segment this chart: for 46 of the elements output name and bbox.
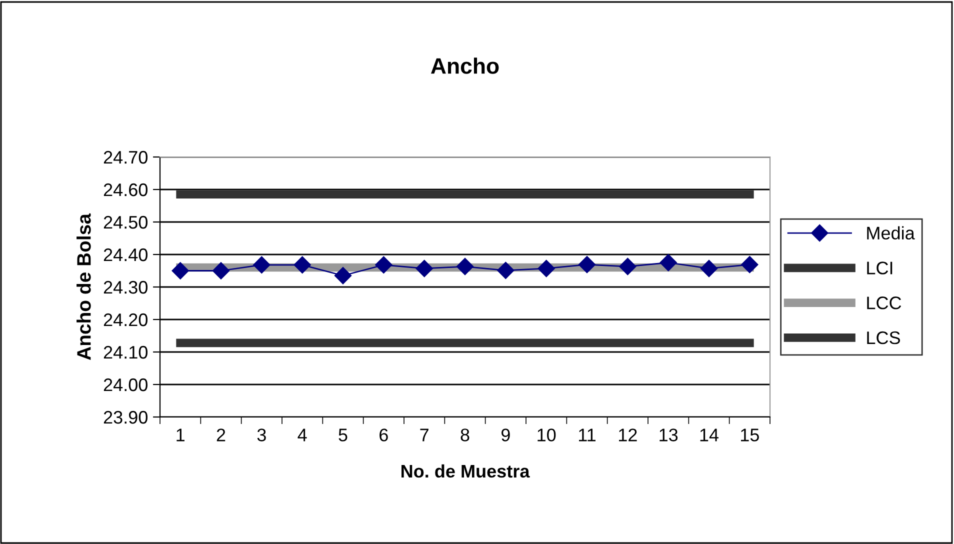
x-tick-label: 2: [216, 428, 226, 442]
x-tick-label: 13: [660, 428, 678, 442]
y-tick-label: 24.00: [104, 378, 148, 392]
x-tick-label: 5: [338, 428, 348, 442]
y-tick-label: 24.40: [104, 248, 148, 262]
point: [375, 256, 392, 274]
x-axis-title: No. de Muestra: [402, 464, 530, 478]
point: [456, 258, 474, 276]
y-tick-label: 23.90: [104, 410, 148, 424]
point: [253, 256, 270, 274]
x-tick-label: 6: [380, 428, 388, 442]
x-tick-label: 8: [460, 428, 470, 442]
x-tick-label: 1: [176, 428, 184, 442]
y-tick-label: 24.50: [104, 216, 148, 229]
point: [334, 267, 352, 284]
point: [660, 254, 677, 272]
legend-label: LCI: [867, 262, 892, 274]
y-axis-title: Ancho de Bolsa: [76, 213, 91, 360]
x-tick-label: 9: [501, 428, 510, 442]
x-tick-label: 7: [420, 428, 428, 442]
point: [578, 256, 596, 274]
y-tick-label: 24.30: [104, 280, 148, 294]
y-tick-label: 24.10: [104, 346, 148, 359]
legend-label: LCC: [867, 296, 902, 310]
point: [700, 260, 718, 278]
y-tick-label: 24.70: [104, 150, 148, 164]
point: [538, 260, 555, 278]
legend-label: Media: [867, 226, 915, 240]
point: [741, 256, 758, 274]
x-tick-label: 4: [298, 428, 307, 442]
point: [172, 262, 189, 280]
x-tick-label: 11: [579, 428, 596, 442]
x-tick-label: 15: [741, 428, 759, 442]
point: [497, 262, 514, 279]
y-tick-label: 24.60: [104, 183, 148, 196]
x-tick-label: 3: [257, 428, 266, 442]
legend-label: LCS: [867, 331, 900, 344]
y-tick-label: 24.20: [104, 313, 148, 326]
x-tick-label: 10: [538, 428, 556, 442]
chart-title: Ancho: [430, 58, 499, 74]
point: [294, 256, 311, 274]
x-tick-label: 14: [700, 428, 719, 442]
point: [212, 262, 230, 280]
point: [619, 258, 636, 276]
point: [416, 260, 433, 278]
x-tick-label: 12: [619, 428, 637, 442]
